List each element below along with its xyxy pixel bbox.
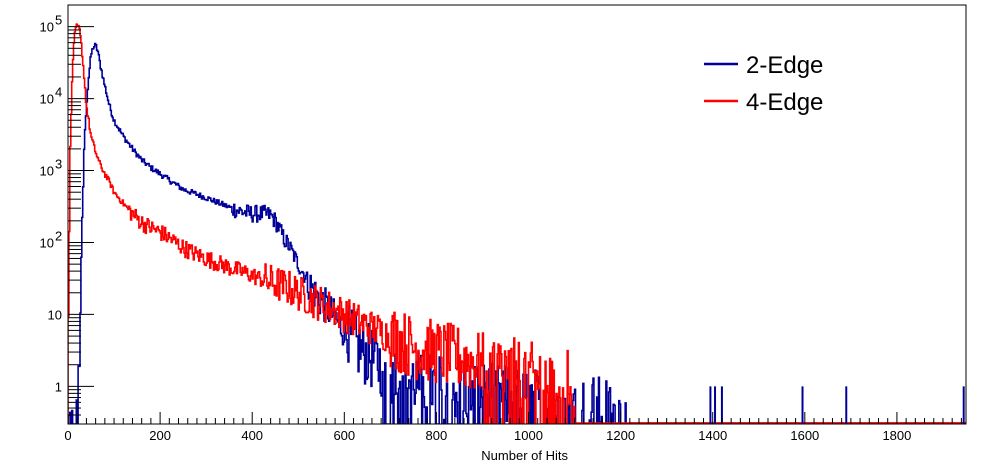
x-tick-label: 1000 [514, 428, 543, 443]
y-tick-exponent: 5 [55, 13, 62, 28]
y-tick-exponent: 3 [55, 157, 62, 172]
series-layer [68, 23, 966, 424]
x-tick-label: 1200 [606, 428, 635, 443]
y-tick-label: 10 [48, 307, 62, 322]
legend-label-2: 4-Edge [746, 89, 823, 116]
x-tick-label: 600 [333, 428, 355, 443]
x-axis: 0 200 400 600 800 1000 1200 1400 1600 1800 [64, 412, 962, 443]
x-axis-title: Number of Hits [481, 448, 568, 463]
legend: 2-Edge 4-Edge [704, 52, 823, 116]
y-tick-label: 10 [40, 20, 54, 35]
legend-label-1: 2-Edge [746, 52, 823, 79]
x-tick-label: 0 [64, 428, 71, 443]
x-tick-label: 400 [241, 428, 263, 443]
x-tick-label: 1400 [698, 428, 727, 443]
y-tick-label: 10 [40, 235, 54, 250]
y-tick-label: 10 [40, 92, 54, 107]
y-tick-label: 10 [40, 164, 54, 179]
x-tick-label: 800 [426, 428, 448, 443]
plot-frame [67, 4, 967, 425]
series-line-2 [68, 23, 576, 424]
x-tick-label: 1600 [790, 428, 819, 443]
x-tick-label: 200 [149, 428, 171, 443]
y-tick-exponent: 4 [55, 85, 62, 100]
y-tick-exponent: 2 [55, 228, 62, 243]
x-tick-label: 1800 [882, 428, 911, 443]
y-tick-label: 1 [55, 379, 62, 394]
